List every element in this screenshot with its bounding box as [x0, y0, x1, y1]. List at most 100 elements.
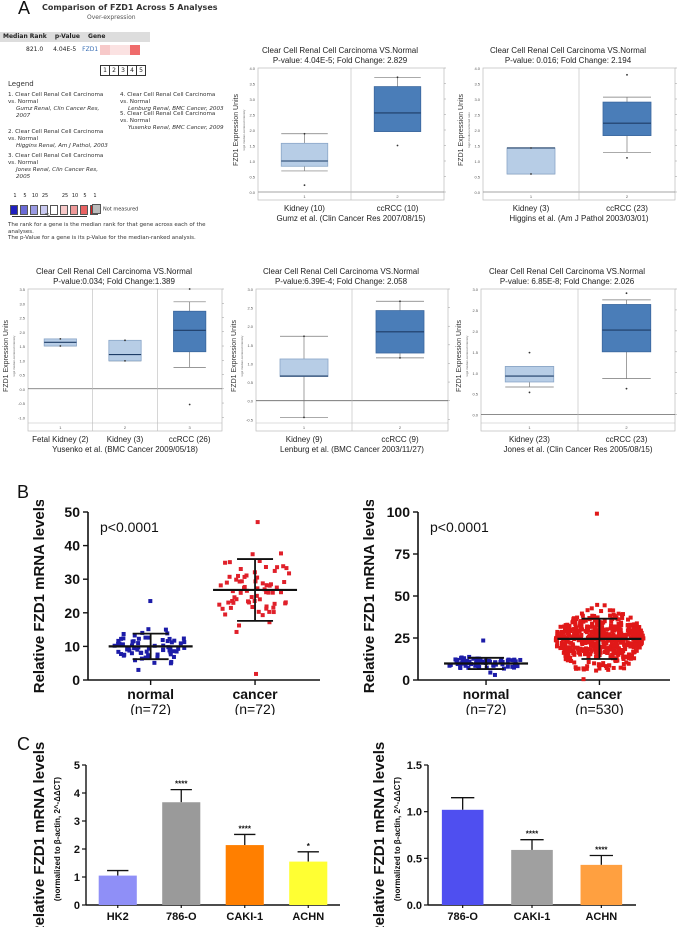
data-point [615, 645, 620, 650]
data-point [613, 639, 618, 644]
data-point [562, 634, 567, 639]
data-point [466, 665, 471, 670]
data-point [463, 663, 468, 668]
data-point [116, 649, 121, 654]
data-point [271, 605, 276, 610]
data-point [226, 600, 231, 605]
y-axis-sublabel: log2 median-centered intensity [242, 109, 246, 150]
data-point [578, 648, 583, 653]
data-point [238, 590, 243, 595]
y-tick-label: 0.0 [474, 190, 480, 195]
sample-count-label: (n=530) [575, 701, 624, 715]
panel-letter-c: C [17, 734, 30, 754]
data-point [510, 664, 515, 669]
data-point [596, 639, 601, 644]
data-point [626, 643, 631, 648]
y-tick-label: 50 [394, 588, 410, 604]
data-point [467, 654, 472, 659]
bar-786-o [441, 809, 484, 905]
data-point [558, 634, 563, 639]
sample-count-label: (n=72) [130, 701, 171, 715]
data-point [635, 624, 640, 629]
boxplot-svg: Clear Cell Renal Cell Carcinoma VS.Norma… [231, 267, 450, 454]
y-tick-label: 2.0 [474, 128, 480, 133]
data-point [595, 602, 600, 607]
y-tick-label: 4.0 [249, 66, 255, 71]
data-point [275, 565, 280, 570]
data-point [612, 634, 617, 639]
data-point [227, 574, 232, 579]
data-point [603, 633, 608, 638]
analysis-index-5[interactable]: 5 [136, 65, 146, 76]
sample-count-label: (n=72) [235, 701, 276, 715]
data-point [628, 642, 633, 647]
heat-cell-2[interactable] [110, 45, 120, 55]
category-label: ccRCC (10) [377, 204, 419, 213]
index-label: 3 [189, 425, 192, 430]
category-label: ccRCC (9) [381, 435, 419, 444]
y-axis-label: FZD1 Expression Units [231, 320, 238, 392]
data-point [573, 625, 578, 630]
category-label: CAKI-1 [226, 911, 263, 923]
data-point [238, 566, 243, 571]
scale-swatch [60, 205, 68, 215]
category-label: Kidney (10) [284, 204, 325, 213]
data-point [585, 651, 590, 656]
box [506, 147, 556, 175]
data-point [579, 632, 584, 637]
data-point [563, 623, 568, 628]
outlier-point [59, 337, 62, 340]
data-point [136, 667, 141, 672]
not-measured-swatch [92, 204, 101, 214]
heat-cell-4[interactable] [130, 45, 140, 55]
data-point [594, 650, 599, 655]
bar-caki-1 [511, 849, 553, 905]
heat-cell-5[interactable] [140, 45, 150, 55]
legend-item-reference: Gumz Renal, Clin Cancer Res, 2007 [16, 106, 100, 119]
data-point [161, 647, 166, 652]
y-tick-label: 1.5 [247, 343, 253, 348]
data-point [619, 612, 624, 617]
note-rank: The rank for a gene is the median rank f… [8, 222, 206, 235]
y-axis-sublabel: log2 median-centered intensity [12, 335, 16, 376]
data-point [272, 568, 277, 573]
panel-letter-a: A [18, 0, 31, 18]
gene-link[interactable]: FZD1 [82, 46, 99, 53]
data-point [575, 645, 580, 650]
scale-label: 1 [13, 193, 17, 199]
box [173, 310, 207, 353]
outlier-point [188, 288, 191, 290]
y-tick-label: 3.0 [474, 97, 480, 102]
data-point [618, 627, 623, 632]
data-point [217, 602, 222, 607]
scale-swatch [50, 205, 58, 215]
data-point [611, 643, 616, 648]
category-label: HK2 [107, 911, 129, 923]
y-tick-label: 0.5 [474, 175, 480, 180]
heat-cells [100, 45, 150, 64]
scatter-b-left: 0 10 20 30 40 50 Relative FZD1 mRNA levels p<0.… [30, 499, 330, 717]
data-point [571, 648, 576, 653]
data-point [560, 643, 565, 648]
data-point [172, 638, 177, 643]
index-label: 1 [303, 425, 306, 430]
data-point [567, 627, 572, 632]
data-point [632, 629, 637, 634]
data-point [625, 623, 630, 628]
note-pvalue: The p-Value for a gene is its p-Value fo… [8, 235, 196, 241]
category-label: 786-O [447, 911, 478, 923]
data-point [271, 610, 276, 615]
scatter-svg: 0 25 50 75 100 Relative FZD1 mRNA levels p<0.0… [361, 499, 670, 717]
boxplot-yusenko: Clear Cell Renal Cell Carcinoma VS.Norma… [0, 265, 228, 465]
heat-cell-1[interactable] [100, 45, 110, 55]
y-tick-label: 10 [64, 638, 80, 654]
heat-cell-3[interactable] [120, 45, 130, 55]
data-point [576, 650, 581, 655]
data-point [618, 622, 623, 627]
data-point [611, 608, 616, 613]
data-point [616, 652, 621, 657]
data-point [255, 586, 260, 591]
data-point [616, 649, 621, 654]
data-point [625, 640, 630, 645]
data-point [631, 649, 636, 654]
